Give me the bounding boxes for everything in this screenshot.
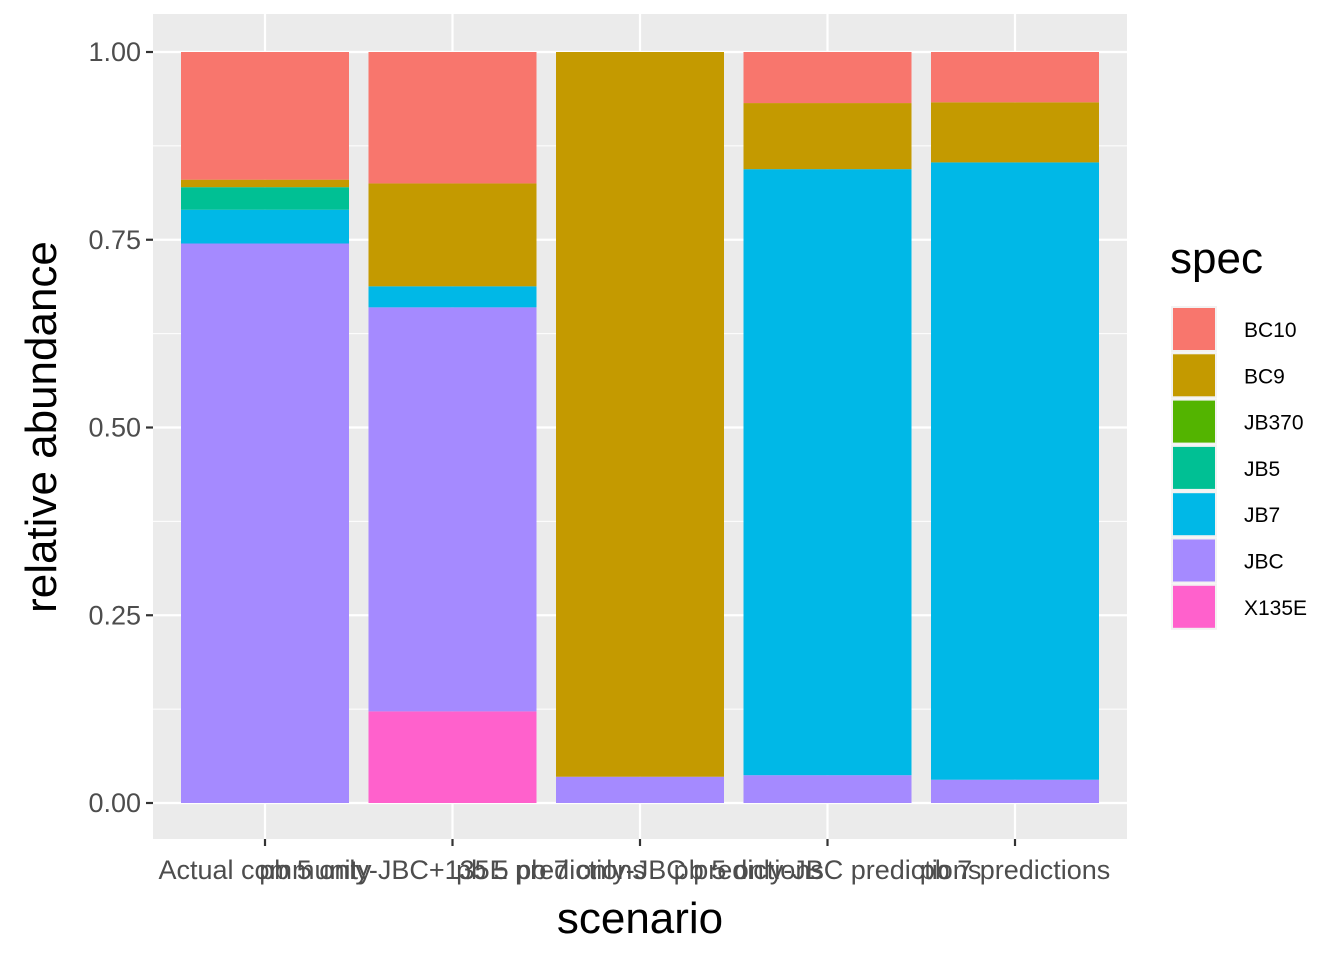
legend-label-bc10: BC10 <box>1244 319 1297 342</box>
legend-label-jb7: JB7 <box>1244 504 1280 527</box>
legend-label-x135e: X135E <box>1244 597 1307 620</box>
bar-segment-jbc <box>368 307 537 712</box>
legend-label-jb5: JB5 <box>1244 458 1280 481</box>
bar-segment-jb7 <box>368 286 537 308</box>
bar-segment-jb7 <box>931 162 1099 780</box>
y-axis: 0.00 0.25 0.50 0.75 1.00 <box>88 37 153 818</box>
legend: spec BC10 BC9 JB370 JB5 JB7 JBC X135E <box>1170 234 1307 630</box>
bar-segment-jbc <box>743 775 912 803</box>
bar-segment-jbc <box>556 776 724 803</box>
bar-segment-bc10 <box>181 52 349 180</box>
y-tick-label: 1.00 <box>88 37 141 67</box>
y-tick-label: 0.25 <box>88 600 141 630</box>
y-axis-title: relative abundance <box>17 241 66 613</box>
y-tick-label: 0.00 <box>88 788 141 818</box>
legend-swatch-jb7 <box>1173 493 1215 536</box>
bar-segment-x135e <box>368 711 537 803</box>
x-axis-title: scenario <box>557 894 723 943</box>
bar-segment-bc10 <box>931 52 1099 103</box>
legend-swatch-bc9 <box>1173 354 1215 397</box>
legend-label-jbc: JBC <box>1244 551 1284 574</box>
legend-label-bc9: BC9 <box>1244 365 1285 388</box>
bar-segment-bc9 <box>181 179 349 188</box>
bar-segment-bc10 <box>743 52 912 104</box>
legend-swatch-jb5 <box>1173 446 1215 489</box>
y-tick-label: 0.75 <box>88 225 141 255</box>
bar-segment-bc10 <box>368 52 537 184</box>
x-tick-label: Actual community <box>158 855 372 885</box>
x-tick-label: pb 5 only-JBC+135E predictions <box>259 855 645 885</box>
legend-label-jb370: JB370 <box>1244 412 1304 435</box>
bar-segment-jbc <box>181 243 349 803</box>
x-tick-label: pb 5 only-JBC predictions <box>674 855 982 885</box>
bar-segment-bc9 <box>931 102 1099 163</box>
bars <box>181 52 1099 803</box>
bar-segment-jb7 <box>181 209 349 244</box>
legend-swatch-x135e <box>1173 585 1215 628</box>
legend-title: spec <box>1170 234 1263 283</box>
bar-segment-bc9 <box>368 183 537 287</box>
x-tick-label: pb 5 pb 7 only-JBC predictions <box>456 855 824 885</box>
bar-segment-jb7 <box>743 169 912 776</box>
legend-swatch-jb370 <box>1173 400 1215 443</box>
legend-swatch-bc10 <box>1173 308 1215 350</box>
y-tick-label: 0.50 <box>88 413 141 443</box>
x-tick-label: pb 7 predictions <box>920 855 1111 885</box>
legend-swatch-jbc <box>1173 539 1215 582</box>
bar-segment-jbc <box>931 779 1099 803</box>
bar-segment-jb5 <box>181 187 349 210</box>
bar-segment-bc9 <box>556 52 724 777</box>
bar-segment-bc9 <box>743 103 912 170</box>
